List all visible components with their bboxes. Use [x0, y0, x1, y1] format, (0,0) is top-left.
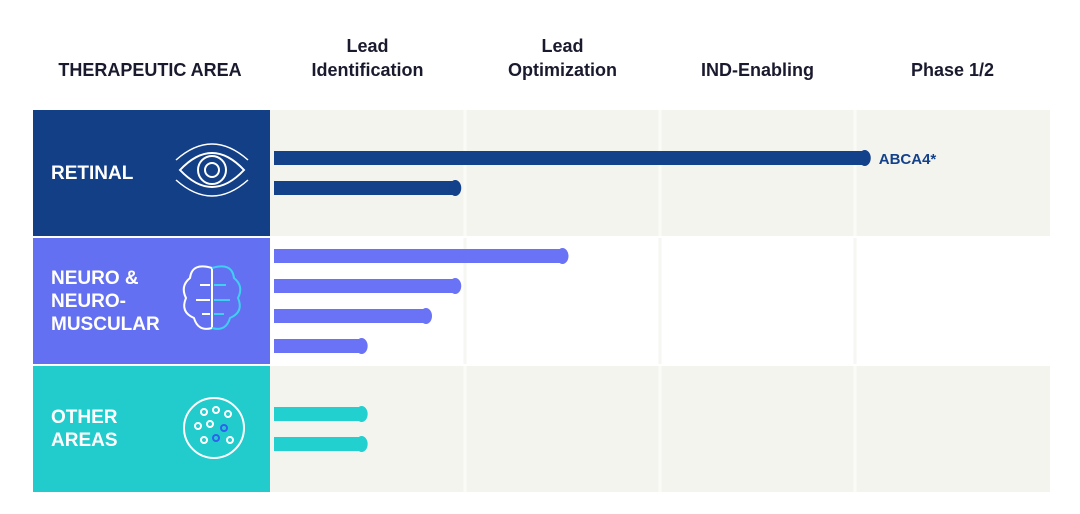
stage-header: Lead Identification — [311, 36, 424, 80]
stage-header: Phase 1/2 — [910, 60, 995, 80]
area-header: THERAPEUTIC AREA — [58, 60, 242, 80]
program-bar — [274, 279, 456, 293]
icons — [175, 143, 249, 459]
program-end — [420, 308, 432, 324]
program-bar — [274, 151, 865, 165]
area-panel — [33, 110, 270, 236]
program-bar — [274, 309, 426, 323]
stage-header: Lead Optimization — [508, 36, 617, 80]
eye-icon — [175, 143, 249, 197]
area-label: RETINAL — [51, 162, 134, 184]
program-bar — [274, 339, 362, 353]
brain-icon — [182, 265, 242, 330]
program-bar — [274, 249, 563, 263]
area-label: NEURO & NEURO-MUSCULAR — [51, 267, 160, 335]
area-panel — [33, 366, 270, 492]
program-end — [355, 338, 368, 354]
program-bar — [274, 437, 362, 451]
program-bar — [274, 181, 456, 195]
program-end — [355, 436, 368, 452]
stage-header: IND-Enabling — [701, 60, 814, 80]
area-label: OTHER AREAS — [51, 407, 118, 451]
program-label: ABCA4* — [879, 151, 937, 168]
program-end — [858, 150, 871, 166]
cell-icon — [183, 397, 245, 459]
program-end — [355, 406, 368, 422]
program-end — [449, 278, 462, 294]
program-bar — [274, 407, 362, 421]
program-end — [556, 248, 569, 264]
area-panel — [33, 238, 270, 364]
program-end — [449, 180, 462, 196]
